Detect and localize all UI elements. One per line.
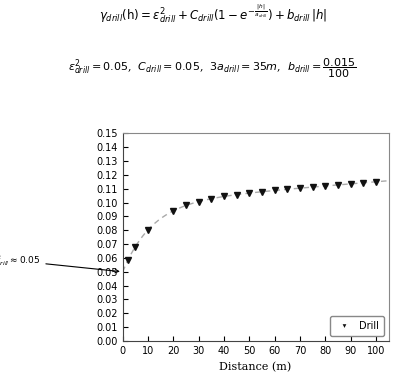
Text: $\gamma_{drill}(\mathrm{h}) = \varepsilon^2_{drill} + C_{drill}(1 - e^{-\frac{|h: $\gamma_{drill}(\mathrm{h}) = \varepsilo… (99, 2, 327, 25)
X-axis label: Distance (m): Distance (m) (220, 361, 292, 372)
Legend: Drill: Drill (330, 316, 384, 336)
Text: $\varepsilon^2_{drill} \approx 0.05$: $\varepsilon^2_{drill} \approx 0.05$ (0, 253, 119, 273)
Text: $\varepsilon^2_{drill} = 0.05$,  $C_{drill} = 0.05$,  $3a_{drill} = 35m$,  $b_{d: $\varepsilon^2_{drill} = 0.05$, $C_{dril… (68, 57, 357, 80)
